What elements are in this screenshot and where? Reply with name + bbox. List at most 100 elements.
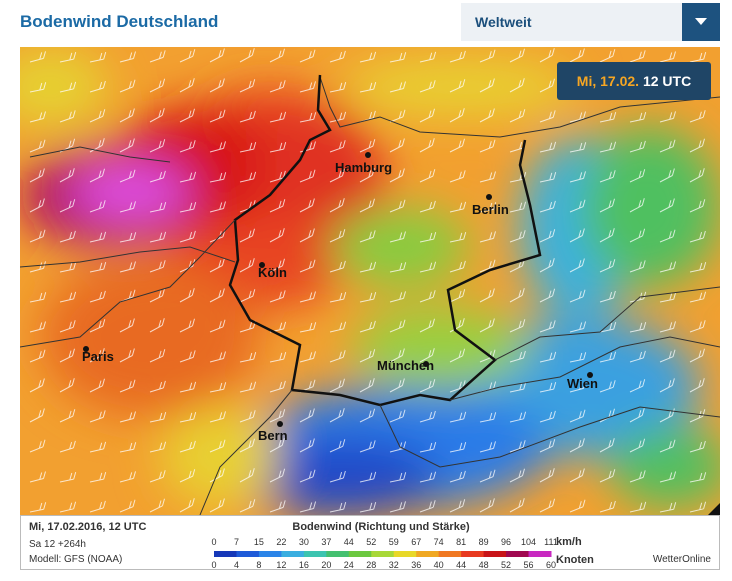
wind-barb bbox=[659, 51, 676, 63]
kmh-label: 67 bbox=[411, 537, 421, 547]
wind-barb bbox=[599, 321, 617, 333]
wind-barb bbox=[89, 348, 105, 363]
wind-barb bbox=[389, 472, 407, 483]
wind-barb bbox=[59, 471, 77, 483]
wind-barb bbox=[209, 319, 226, 333]
wind-barb bbox=[359, 501, 377, 513]
wind-barb bbox=[599, 259, 616, 273]
wind-barb bbox=[149, 78, 166, 93]
wind-barb bbox=[389, 52, 407, 63]
wind-barb bbox=[449, 170, 466, 183]
wind-barb bbox=[599, 351, 617, 363]
wind-barb bbox=[389, 319, 406, 333]
wind-barb bbox=[329, 378, 345, 393]
wind-barb bbox=[269, 351, 287, 363]
kmh-label: 81 bbox=[456, 537, 466, 547]
wind-barb bbox=[539, 200, 556, 213]
wind-barb bbox=[149, 441, 167, 453]
wind-barb bbox=[389, 348, 405, 363]
knots-label: 52 bbox=[501, 560, 511, 570]
scale-color bbox=[528, 551, 552, 557]
wind-barb bbox=[59, 51, 77, 63]
scale-color bbox=[281, 551, 305, 557]
wind-barb bbox=[449, 470, 466, 483]
wind-barb bbox=[629, 379, 646, 393]
wind-barb bbox=[149, 170, 166, 183]
wind-barb bbox=[59, 230, 76, 243]
field-blobs bbox=[20, 47, 720, 515]
wind-barb bbox=[419, 138, 435, 153]
wind-barb bbox=[269, 258, 285, 273]
wind-barb bbox=[299, 469, 316, 483]
wind-barb bbox=[599, 290, 616, 303]
wind-field: Hamburg Berlin Köln Paris München Wien Bern bbox=[20, 47, 720, 515]
wind-barb bbox=[659, 378, 675, 393]
wind-barb bbox=[689, 138, 705, 153]
knots-label: 24 bbox=[344, 560, 354, 570]
dropdown-button[interactable] bbox=[682, 3, 720, 41]
city-label: Wien bbox=[567, 376, 598, 391]
wind-barb bbox=[179, 381, 197, 393]
wind-barb bbox=[569, 409, 586, 423]
blob bbox=[350, 307, 530, 387]
country-border bbox=[379, 404, 720, 468]
wind-barb bbox=[449, 499, 466, 513]
wind-barb bbox=[539, 48, 555, 63]
scale-color bbox=[326, 551, 350, 557]
region-dropdown[interactable]: Weltweit bbox=[461, 3, 720, 41]
wind-barb bbox=[599, 198, 615, 213]
wind-barb bbox=[599, 141, 617, 153]
wind-barb bbox=[689, 501, 707, 513]
wind-barb bbox=[299, 169, 316, 183]
wind-barb bbox=[419, 108, 435, 123]
wind-barb bbox=[149, 470, 166, 483]
wind-barb bbox=[659, 198, 675, 213]
wind-barb bbox=[299, 438, 315, 453]
wind-barb bbox=[569, 289, 586, 303]
kmh-label: 96 bbox=[501, 537, 511, 547]
scale-color bbox=[214, 551, 237, 557]
wind-barb bbox=[179, 78, 195, 93]
wind-barb bbox=[29, 168, 45, 183]
wind-barb bbox=[689, 378, 705, 393]
knots-label: 40 bbox=[434, 560, 444, 570]
wind-barb bbox=[659, 321, 676, 333]
wind-barb bbox=[179, 171, 197, 183]
wind-barb bbox=[329, 198, 345, 213]
wind-barb bbox=[269, 380, 286, 393]
wind-barb bbox=[419, 290, 436, 303]
blob bbox=[330, 207, 470, 287]
wind-barb bbox=[329, 439, 346, 453]
blob bbox=[580, 127, 720, 287]
wind-barb bbox=[119, 471, 136, 483]
wind-barb bbox=[269, 409, 286, 423]
wind-barb bbox=[89, 500, 106, 513]
wind-barb bbox=[59, 261, 77, 273]
wind-barb bbox=[479, 49, 496, 63]
city-dot bbox=[365, 152, 371, 158]
city-label: Köln bbox=[258, 265, 287, 280]
wind-barb bbox=[29, 471, 46, 483]
wind-barb bbox=[419, 471, 437, 483]
legend: Mi, 17.02.2016, 12 UTC Sa 12 +264h Model… bbox=[20, 515, 720, 570]
wind-barb bbox=[59, 81, 77, 93]
wind-barb bbox=[359, 81, 377, 93]
wind-barb bbox=[299, 322, 317, 333]
wind-barb bbox=[599, 380, 616, 393]
wind-barb bbox=[149, 349, 166, 363]
wind-barb bbox=[119, 51, 136, 63]
wind-barb bbox=[29, 292, 47, 303]
page-title: Bodenwind Deutschland bbox=[20, 12, 219, 31]
wind-barb bbox=[359, 51, 377, 63]
wind-barb bbox=[89, 261, 107, 273]
wind-barb bbox=[539, 229, 556, 243]
wind-barb bbox=[239, 141, 257, 153]
wind-barb bbox=[689, 168, 705, 183]
wind-barb bbox=[479, 78, 495, 93]
wind-barb bbox=[29, 321, 46, 333]
wind-barb bbox=[419, 348, 435, 363]
wind-barb bbox=[149, 288, 165, 303]
wind-barb bbox=[329, 229, 346, 243]
wind-barb bbox=[359, 198, 375, 213]
